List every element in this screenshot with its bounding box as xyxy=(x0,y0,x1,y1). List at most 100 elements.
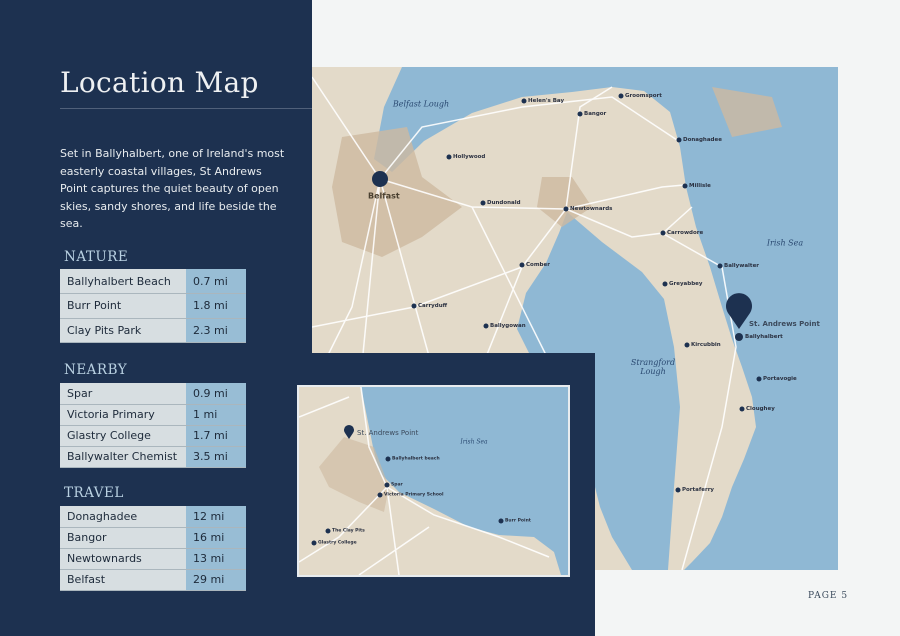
place: Belfast xyxy=(60,569,186,591)
town-marker xyxy=(498,518,504,524)
town-marker xyxy=(618,93,624,99)
table-row: Spar 0.9 mi xyxy=(60,383,246,405)
distance: 0.9 mi xyxy=(186,383,246,405)
town-label: Millisle xyxy=(689,183,711,189)
nature-table: Ballyhalbert Beach 0.7 mi Burr Point 1.8 m… xyxy=(60,269,246,343)
travel-table: Donaghadee 12 mi Bangor 16 mi Newtownards 1… xyxy=(60,506,246,591)
place: Victoria Primary xyxy=(60,404,186,426)
intro-text: Set in Ballyhalbert, one of Ireland's mo… xyxy=(60,147,285,230)
inset-map: St. Andrews Point Irish Sea Ballyhalbert… xyxy=(297,385,570,577)
town-label: Groomsport xyxy=(625,93,662,99)
distance: 1.7 mi xyxy=(186,425,246,447)
town-label: Newtownards xyxy=(570,206,613,212)
town-marker xyxy=(739,406,745,412)
nearby-table: Spar 0.9 mi Victoria Primary 1 mi Glastry … xyxy=(60,383,246,468)
water-label: Belfast Lough xyxy=(392,99,450,109)
highlight-label: St. Andrews Point xyxy=(749,320,820,328)
table-row: Newtownards 13 mi xyxy=(60,548,246,570)
distance: 13 mi xyxy=(186,548,246,570)
place-label: Spar xyxy=(391,482,403,488)
place: Burr Point xyxy=(60,293,186,319)
water-label: Strangford Lough xyxy=(630,358,676,376)
town-marker xyxy=(411,303,417,309)
location-pin-icon xyxy=(726,293,752,329)
town-marker xyxy=(563,206,569,212)
inset-map-graphic xyxy=(298,386,568,576)
location-pin-icon xyxy=(344,425,354,439)
distance: 0.7 mi xyxy=(186,269,246,294)
section-heading-travel: TRAVEL xyxy=(64,485,124,501)
table-row: Ballywalter Chemist 3.5 mi xyxy=(60,446,246,468)
town-label: Bangor xyxy=(584,111,607,117)
town-label: Carryduff xyxy=(418,303,448,309)
town-label: Portaferry xyxy=(682,487,714,493)
town-label: Kircubbin xyxy=(691,342,721,348)
town-marker xyxy=(377,492,383,498)
distance: 1 mi xyxy=(186,404,246,426)
town-marker xyxy=(682,183,688,189)
town-marker xyxy=(325,528,331,534)
page-title: Location Map xyxy=(60,66,259,99)
place-label: Glastry College xyxy=(318,540,357,546)
place-label: Ballyhalbert beach xyxy=(392,456,440,462)
title-divider xyxy=(60,108,312,109)
town-marker xyxy=(662,281,668,287)
strangford-lough xyxy=(517,212,680,570)
table-row: Clay Pits Park 2.3 mi xyxy=(60,318,246,343)
inset-highlight-label: St. Andrews Point xyxy=(357,429,419,437)
town-marker xyxy=(521,98,527,104)
town-label: Greyabbey xyxy=(669,281,703,287)
distance: 29 mi xyxy=(186,569,246,591)
town-marker xyxy=(675,487,681,493)
town-marker xyxy=(385,456,391,462)
distance: 1.8 mi xyxy=(186,293,246,319)
town-label: Ballygowan xyxy=(490,323,526,329)
town-marker xyxy=(717,263,723,269)
water-label: Irish Sea xyxy=(460,438,488,446)
town-marker xyxy=(480,200,486,206)
town-label: Carrowdore xyxy=(667,230,704,236)
town-marker xyxy=(311,540,317,546)
distance: 3.5 mi xyxy=(186,446,246,468)
distance: 2.3 mi xyxy=(186,318,246,343)
town-label: Cloughey xyxy=(746,406,775,412)
water-label: Irish Sea xyxy=(766,238,804,248)
table-row: Donaghadee 12 mi xyxy=(60,506,246,528)
town-marker xyxy=(577,111,583,117)
table-row: Victoria Primary 1 mi xyxy=(60,404,246,426)
town-marker xyxy=(519,262,525,268)
distance: 16 mi xyxy=(186,527,246,549)
section-heading-nature: NATURE xyxy=(64,249,129,265)
town-label: Ballywalter xyxy=(724,263,760,269)
town-label: Belfast xyxy=(368,191,400,201)
place: Ballyhalbert Beach xyxy=(60,269,186,294)
town-marker xyxy=(384,482,390,488)
table-row: Burr Point 1.8 mi xyxy=(60,293,246,319)
town-label: Ballyhalbert xyxy=(745,334,783,340)
town-label: Hollywood xyxy=(453,154,486,160)
urban-areas xyxy=(332,87,782,257)
table-row: Belfast 29 mi xyxy=(60,569,246,591)
place: Donaghadee xyxy=(60,506,186,528)
table-row: Bangor 16 mi xyxy=(60,527,246,549)
town-label: Comber xyxy=(526,262,550,268)
place-label: The Clay Pits xyxy=(332,528,365,534)
place: Newtownards xyxy=(60,548,186,570)
place: Bangor xyxy=(60,527,186,549)
page-number: PAGE 5 xyxy=(808,591,849,601)
town-label: Donaghadee xyxy=(683,137,722,143)
distance: 12 mi xyxy=(186,506,246,528)
section-heading-nearby: NEARBY xyxy=(64,362,128,378)
town-label: Helen's Bay xyxy=(528,98,565,104)
town-marker xyxy=(660,230,666,236)
town-label: Dundonald xyxy=(487,200,521,206)
place: Clay Pits Park xyxy=(60,318,186,343)
place: Spar xyxy=(60,383,186,405)
table-row: Ballyhalbert Beach 0.7 mi xyxy=(60,269,246,294)
town-marker xyxy=(483,323,489,329)
town-marker xyxy=(676,137,682,143)
place: Ballywalter Chemist xyxy=(60,446,186,468)
place: Glastry College xyxy=(60,425,186,447)
belfast-marker xyxy=(372,171,388,187)
town-marker xyxy=(756,376,762,382)
